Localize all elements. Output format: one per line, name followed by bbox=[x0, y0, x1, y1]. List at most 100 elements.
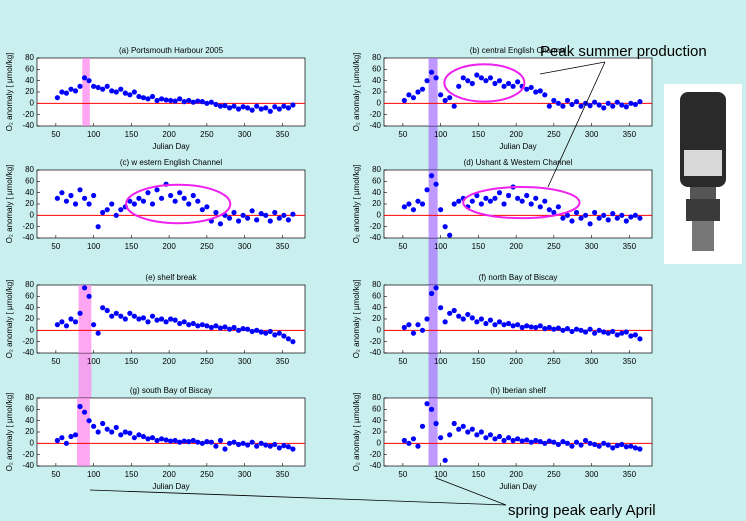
point bbox=[524, 437, 530, 443]
point bbox=[433, 181, 439, 187]
point bbox=[578, 215, 584, 221]
y-tick-label: 80 bbox=[25, 165, 34, 174]
y-tick-label: 40 bbox=[372, 416, 381, 425]
point bbox=[605, 217, 611, 223]
point bbox=[451, 420, 457, 427]
y-tick-label: 60 bbox=[25, 64, 34, 73]
point bbox=[172, 98, 178, 104]
point bbox=[515, 322, 521, 328]
point bbox=[59, 435, 65, 441]
point bbox=[254, 217, 260, 223]
x-tick-label: 350 bbox=[276, 130, 290, 139]
point bbox=[614, 332, 620, 338]
point bbox=[587, 326, 593, 332]
point bbox=[222, 103, 228, 109]
point bbox=[68, 316, 74, 322]
point bbox=[551, 97, 557, 104]
point bbox=[492, 322, 498, 328]
y-tick-label: 20 bbox=[25, 314, 34, 323]
point bbox=[447, 95, 453, 101]
y-tick-label: -20 bbox=[369, 450, 381, 459]
point bbox=[254, 327, 260, 333]
point bbox=[231, 103, 237, 109]
point bbox=[113, 212, 119, 218]
point bbox=[501, 322, 507, 328]
point bbox=[181, 438, 187, 444]
point bbox=[442, 457, 448, 463]
x-tick-label: 150 bbox=[472, 130, 486, 139]
y-tick-label: 20 bbox=[372, 427, 381, 436]
point bbox=[136, 195, 142, 201]
point bbox=[415, 322, 421, 328]
x-tick-label: 200 bbox=[509, 357, 523, 366]
point bbox=[578, 103, 584, 109]
point bbox=[560, 327, 566, 333]
point bbox=[199, 440, 205, 446]
y-axis-label: O₂ anomaly [ µmol/kg] bbox=[5, 393, 14, 472]
point bbox=[582, 212, 589, 218]
point bbox=[637, 99, 643, 105]
point bbox=[245, 215, 251, 221]
point bbox=[596, 102, 602, 108]
point bbox=[86, 293, 92, 299]
point bbox=[492, 436, 498, 442]
point bbox=[181, 319, 187, 325]
point bbox=[524, 86, 530, 92]
point bbox=[542, 92, 548, 98]
point bbox=[68, 86, 74, 92]
point bbox=[492, 80, 498, 87]
x-tick-label: 250 bbox=[547, 242, 561, 251]
point bbox=[451, 103, 457, 109]
point bbox=[290, 339, 296, 345]
point bbox=[487, 432, 494, 438]
point bbox=[505, 320, 512, 327]
point bbox=[59, 190, 65, 196]
plot-area bbox=[36, 57, 306, 127]
point bbox=[442, 224, 448, 230]
point bbox=[204, 439, 210, 445]
point bbox=[601, 329, 607, 335]
point bbox=[465, 311, 471, 318]
point bbox=[168, 97, 174, 104]
highlight-band bbox=[428, 170, 438, 238]
point bbox=[605, 100, 611, 106]
panel: (g) south Bay of Biscay -40 -20 0 20 40 60 80 50… bbox=[5, 386, 306, 491]
point bbox=[474, 319, 480, 325]
point bbox=[249, 439, 255, 445]
point bbox=[601, 105, 607, 111]
point bbox=[487, 75, 494, 81]
point bbox=[537, 88, 543, 94]
point bbox=[163, 437, 169, 443]
point bbox=[592, 330, 598, 336]
point bbox=[483, 195, 489, 201]
y-tick-label: 0 bbox=[377, 210, 382, 219]
point bbox=[610, 445, 616, 451]
x-tick-label: 150 bbox=[125, 357, 139, 366]
x-axis-label: Julian Day bbox=[499, 482, 536, 491]
point bbox=[290, 102, 296, 108]
point bbox=[68, 192, 74, 199]
point bbox=[401, 204, 407, 210]
point bbox=[614, 99, 620, 105]
point bbox=[145, 319, 151, 325]
point bbox=[546, 103, 552, 109]
highlight-band bbox=[77, 398, 90, 466]
point bbox=[533, 89, 539, 95]
y-tick-label: 20 bbox=[372, 314, 381, 323]
y-tick-label: -40 bbox=[22, 233, 34, 242]
y-tick-label: -40 bbox=[22, 121, 34, 130]
x-tick-label: 200 bbox=[162, 242, 176, 251]
point bbox=[469, 426, 475, 432]
point bbox=[217, 325, 224, 331]
point bbox=[410, 207, 417, 213]
point bbox=[560, 103, 566, 109]
point bbox=[451, 201, 457, 207]
y-tick-label: -40 bbox=[369, 121, 381, 130]
point bbox=[433, 285, 439, 291]
point bbox=[127, 92, 133, 98]
point bbox=[140, 433, 147, 440]
x-tick-label: 100 bbox=[87, 130, 101, 139]
panel-title: (a) Portsmouth Harbour 2005 bbox=[119, 46, 224, 55]
y-tick-label: 40 bbox=[25, 188, 34, 197]
point bbox=[487, 198, 494, 204]
